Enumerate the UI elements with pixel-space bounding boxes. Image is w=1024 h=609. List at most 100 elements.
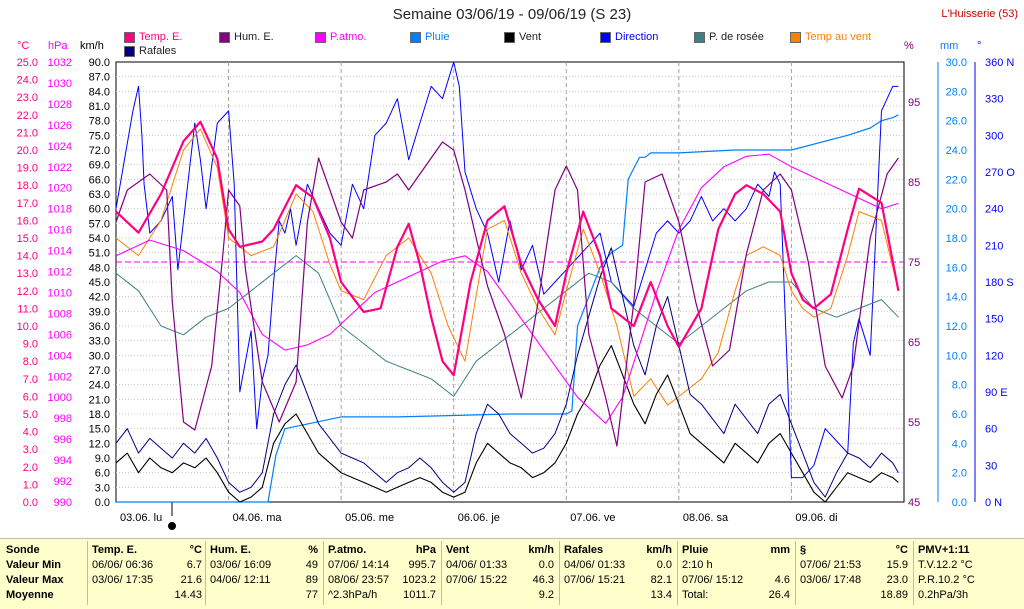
legend-label: P.atmo. xyxy=(330,31,367,43)
dir-tick: 150 xyxy=(985,314,1003,326)
press-tick: 998 xyxy=(54,413,72,425)
dir-tick: 210 xyxy=(985,240,1003,252)
legend-swatch xyxy=(694,31,705,43)
temp-tick: 6.0 xyxy=(23,391,38,403)
rain-tick: 14.0 xyxy=(946,292,967,304)
legend-swatch xyxy=(790,31,801,43)
x-tick-label: 08.06. sa xyxy=(683,512,729,524)
stats-cell-value: 15.9 xyxy=(886,559,908,571)
stats-cell-value: 6.7 xyxy=(186,559,202,571)
temp-tick: 17.0 xyxy=(17,198,38,210)
wind-tick: 72.0 xyxy=(89,145,110,157)
stats-cell-label: P.atmo. xyxy=(328,544,367,556)
stats-cell-value: 995.7 xyxy=(408,559,436,571)
series-direction xyxy=(115,61,899,479)
stats-cell-row: 07/06/ 14:14 995.7 xyxy=(328,558,436,573)
stats-cell-label: Temp. E. xyxy=(92,544,138,556)
stats-cell-value: 0.0 xyxy=(656,559,672,571)
rain-tick: 16.0 xyxy=(946,262,967,274)
stats-cell-label: 04/06/ 01:33 xyxy=(446,559,508,571)
stats-cell-row: 03/06/ 17:35 21.6 xyxy=(92,573,202,588)
stats-cell-row: 9.2 xyxy=(446,588,554,603)
stats-cell-row: ^2.3hPa/h 1011.7 xyxy=(328,588,436,603)
legend-swatch xyxy=(600,31,611,43)
legend-label: Rafales xyxy=(139,45,177,57)
wind-tick: 57.0 xyxy=(89,218,110,230)
hum-tick: 85 xyxy=(908,177,920,189)
hum-tick: 95 xyxy=(908,97,920,109)
wind-tick: 87.0 xyxy=(89,72,110,84)
stats-cell-value: 46.3 xyxy=(532,574,554,586)
temp-unit: °C xyxy=(17,40,30,52)
hum-tick: 55 xyxy=(908,417,920,429)
temp-tick: 13.0 xyxy=(17,268,38,280)
chart-title: Semaine 03/06/19 - 09/06/19 (S 23) xyxy=(392,6,632,23)
wind-tick: 75.0 xyxy=(89,130,110,142)
rain-tick: 10.0 xyxy=(946,350,967,362)
legend-swatch xyxy=(219,31,230,43)
stats-cell-row: Temp. E. °C xyxy=(92,543,202,558)
legend-swatch xyxy=(504,31,515,43)
column-separator xyxy=(441,541,442,605)
series-pluie xyxy=(116,114,899,503)
wind-tick: 39.0 xyxy=(89,306,110,318)
series-temp-e xyxy=(115,120,900,377)
rain-tick: 12.0 xyxy=(946,321,967,333)
legend-item: Pluie xyxy=(410,31,449,43)
stats-cell-value: °C xyxy=(895,544,908,556)
series-temp-au-vent xyxy=(115,128,899,406)
wind-tick: 63.0 xyxy=(89,189,110,201)
stats-cell-value: 13.4 xyxy=(650,589,672,601)
temp-tick: 19.0 xyxy=(17,163,38,175)
stats-cell-label: ^2.3hPa/h xyxy=(328,589,378,601)
hum-tick: 75 xyxy=(908,257,920,269)
stats-cell-label: 04/06/ 12:11 xyxy=(210,574,271,586)
stats-cell-row: 03/06/ 16:09 49 xyxy=(210,558,318,573)
legend-label: Temp au vent xyxy=(805,31,872,43)
wind-tick: 36.0 xyxy=(89,321,110,333)
temp-tick: 24.0 xyxy=(17,75,38,87)
press-tick: 1006 xyxy=(48,329,72,341)
temp-tick: 14.0 xyxy=(17,251,38,263)
series-rafales xyxy=(115,247,899,498)
stats-cell-label: 0.2hPa/3h xyxy=(918,589,969,601)
legend-item: Hum. E. xyxy=(219,31,274,43)
stats-cell-row: 14.43 xyxy=(92,588,202,603)
legend-label: Temp. E. xyxy=(139,31,183,43)
stats-cell-row: Rafales km/h xyxy=(564,543,672,558)
stats-cell-row: 07/06/ 15:12 4.6 xyxy=(682,573,790,588)
rain-tick: 0.0 xyxy=(952,497,967,509)
temp-tick: 1.0 xyxy=(23,479,38,491)
dir-tick: 180 S xyxy=(985,277,1014,289)
temp-tick: 22.0 xyxy=(17,110,38,122)
dir-tick: 360 N xyxy=(985,57,1014,69)
stats-cell-row: 08/06/ 23:57 1023.2 xyxy=(328,573,436,588)
stats-cell-label: 2:10 h xyxy=(682,559,713,571)
press-unit: hPa xyxy=(48,40,68,52)
stats-cell-value: km/h xyxy=(646,544,672,556)
wind-tick: 69.0 xyxy=(89,160,110,172)
press-tick: 1024 xyxy=(48,141,72,153)
legend-swatch xyxy=(315,31,326,43)
stats-cell-label: § xyxy=(800,544,807,556)
dir-tick: 60 xyxy=(985,424,997,436)
stats-cell-label: 06/06/ 06:36 xyxy=(92,559,154,571)
wind-tick: 27.0 xyxy=(89,365,110,377)
stats-cell-value: hPa xyxy=(415,544,436,556)
legend-label: Vent xyxy=(519,31,542,43)
stats-cell-label: 07/06/ 14:14 xyxy=(328,559,390,571)
legend-swatch xyxy=(124,31,135,43)
wind-tick: 12.0 xyxy=(89,438,110,450)
stats-cell-label: 07/06/ 15:21 xyxy=(564,574,626,586)
stats-cell-value: 0.0 xyxy=(538,559,554,571)
series-vent xyxy=(115,345,899,503)
wind-tick: 78.0 xyxy=(89,116,110,128)
stats-cell-row: 06/06/ 06:36 6.7 xyxy=(92,558,202,573)
stats-cell-value: 77 xyxy=(305,589,318,601)
stats-cell-label: Total: xyxy=(682,589,709,601)
stats-cell-value: 4.6 xyxy=(774,574,790,586)
temp-tick: 16.0 xyxy=(17,215,38,227)
stats-cell-label: 03/06/ 16:09 xyxy=(210,559,272,571)
wind-tick: 0.0 xyxy=(95,497,110,509)
stats-cell-label: 07/06/ 21:53 xyxy=(800,559,862,571)
